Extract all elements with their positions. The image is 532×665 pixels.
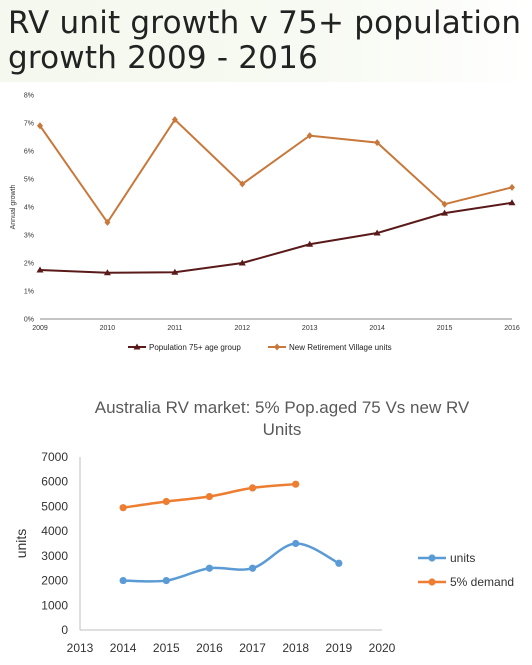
data-point	[306, 240, 314, 247]
legend-label-units: units	[450, 551, 475, 565]
chart-title-line: Australia RV market: 5% Pop.aged 75 Vs n…	[95, 398, 470, 417]
y-tick-label: 7000	[41, 450, 68, 464]
legend-marker	[428, 554, 436, 562]
data-point	[306, 132, 313, 140]
y-tick-label: 1000	[41, 598, 68, 612]
data-point	[238, 259, 246, 266]
data-point	[119, 576, 127, 585]
data-point	[119, 504, 127, 512]
data-point	[292, 480, 300, 488]
x-tick-label: 2019	[326, 641, 353, 655]
legend-marker	[274, 343, 280, 351]
x-tick-label: 2018	[282, 641, 309, 655]
data-point	[205, 564, 214, 572]
y-tick-label: 4%	[24, 205, 34, 212]
y-tick-label: 5000	[41, 499, 68, 513]
data-point	[162, 497, 170, 506]
y-tick-label: 0	[61, 623, 68, 637]
data-point	[441, 200, 448, 208]
title-banner: RV unit growth v 75+ population growth 2…	[0, 0, 532, 82]
x-tick-label: 2014	[110, 641, 137, 655]
data-point	[37, 122, 43, 130]
data-point	[509, 183, 515, 191]
x-tick-label: 2014	[369, 325, 385, 332]
y-tick-label: 4000	[41, 524, 68, 538]
chart-title: Australia RV market: 5% Pop.aged 75 Vs n…	[95, 398, 470, 439]
data-point	[248, 564, 257, 572]
data-point	[248, 484, 257, 492]
y-tick-label: 6000	[41, 475, 68, 489]
series-line-units	[123, 542, 340, 583]
x-tick-label: 2015	[153, 641, 180, 655]
x-tick-label: 2013	[302, 325, 318, 332]
y-tick-label: 6%	[24, 149, 34, 156]
data-point	[292, 539, 300, 548]
y-tick-label: 8%	[24, 93, 34, 100]
data-point	[373, 229, 381, 236]
legend-label-population-75-age-group: Population 75+ age group	[149, 343, 241, 352]
chart-rv-growth: 0% 1% 2% 3% 4% 5% 6% 7% 8% 2009 2010 2011 2012 2013 20…	[10, 93, 520, 353]
x-tick-label: 2017	[239, 641, 266, 655]
data-point	[374, 139, 381, 147]
legend-marker	[133, 343, 141, 350]
data-point	[104, 218, 111, 226]
y-tick-label: 3000	[41, 549, 68, 563]
data-point	[205, 492, 214, 501]
x-tick-label: 2013	[67, 641, 94, 655]
x-tick-label: 2010	[100, 325, 116, 332]
data-point	[239, 180, 246, 188]
y-axis-label: Annual growth	[10, 185, 17, 230]
data-point	[335, 559, 343, 567]
x-tick-label: 2020	[369, 641, 396, 655]
page-title: RV unit growth v 75+ population growth 2…	[8, 5, 522, 76]
y-tick-label: 0%	[24, 317, 34, 324]
y-tick-label: 7%	[24, 121, 34, 128]
y-tick-label: 2000	[41, 574, 68, 588]
x-tick-label: 2009	[32, 325, 48, 332]
legend-marker	[428, 578, 436, 586]
data-point	[171, 116, 178, 124]
series-line-new-retirement-village-units	[39, 118, 513, 225]
data-point	[441, 209, 449, 216]
chart-title-line: Units	[263, 420, 302, 439]
y-tick-label: 5%	[24, 177, 34, 184]
data-point	[36, 266, 44, 273]
chart-rv-market: Australia RV market: 5% Pop.aged 75 Vs n…	[13, 398, 514, 655]
legend-label-5-demand: 5% demand	[450, 575, 514, 589]
x-tick-label: 2016	[504, 325, 520, 332]
data-point	[103, 269, 111, 276]
x-tick-label: 2015	[437, 325, 453, 332]
legend-label-new-retirement-village-units: New Retirement Village units	[289, 343, 392, 352]
x-tick-label: 2012	[234, 325, 250, 332]
data-point	[171, 268, 179, 275]
y-axis-label: units	[13, 529, 29, 559]
data-point	[508, 199, 516, 206]
data-point	[162, 576, 170, 585]
y-tick-label: 1%	[24, 289, 34, 296]
series-line-population-75-age-group	[39, 201, 513, 274]
y-tick-label: 2%	[24, 261, 34, 268]
x-tick-label: 2016	[196, 641, 223, 655]
x-tick-label: 2011	[167, 325, 182, 332]
y-tick-label: 3%	[24, 233, 34, 240]
